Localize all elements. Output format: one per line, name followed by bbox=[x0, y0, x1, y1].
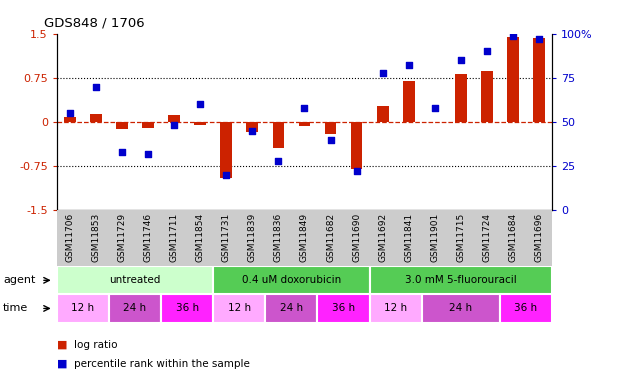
Bar bbox=[57, 294, 109, 322]
Bar bbox=[213, 266, 370, 294]
Point bbox=[482, 48, 492, 54]
Bar bbox=[455, 74, 467, 122]
Text: 24 h: 24 h bbox=[124, 303, 146, 313]
Point bbox=[143, 151, 153, 157]
Bar bbox=[377, 106, 389, 122]
Bar bbox=[422, 294, 500, 322]
Bar bbox=[481, 71, 493, 122]
Point bbox=[91, 84, 101, 90]
Bar bbox=[370, 266, 552, 294]
Bar bbox=[500, 294, 552, 322]
Text: GSM11836: GSM11836 bbox=[274, 213, 283, 262]
Text: 24 h: 24 h bbox=[280, 303, 303, 313]
Text: 0.4 uM doxorubicin: 0.4 uM doxorubicin bbox=[242, 275, 341, 285]
Text: GSM11839: GSM11839 bbox=[248, 213, 257, 262]
Bar bbox=[116, 122, 128, 129]
Text: GSM11849: GSM11849 bbox=[300, 213, 309, 262]
Bar bbox=[247, 122, 258, 132]
Text: GSM11692: GSM11692 bbox=[378, 213, 387, 262]
Text: ■: ■ bbox=[57, 359, 68, 369]
Text: 3.0 mM 5-fluorouracil: 3.0 mM 5-fluorouracil bbox=[405, 275, 517, 285]
Text: GSM11684: GSM11684 bbox=[509, 213, 517, 262]
Bar bbox=[403, 81, 415, 122]
Bar bbox=[168, 115, 180, 122]
Text: ■: ■ bbox=[57, 340, 68, 350]
Point bbox=[65, 110, 75, 116]
Text: GSM11711: GSM11711 bbox=[170, 213, 179, 262]
Text: 12 h: 12 h bbox=[71, 303, 95, 313]
Text: GSM11746: GSM11746 bbox=[143, 213, 153, 262]
Text: GSM11706: GSM11706 bbox=[66, 213, 74, 262]
Point bbox=[326, 136, 336, 142]
Text: 36 h: 36 h bbox=[175, 303, 199, 313]
Bar bbox=[142, 122, 154, 128]
Text: GSM11841: GSM11841 bbox=[404, 213, 413, 262]
Point bbox=[404, 63, 414, 69]
Bar bbox=[533, 39, 545, 122]
Text: 24 h: 24 h bbox=[449, 303, 473, 313]
Text: GSM11729: GSM11729 bbox=[117, 213, 126, 262]
Text: GDS848 / 1706: GDS848 / 1706 bbox=[44, 17, 144, 30]
Bar bbox=[325, 122, 336, 134]
Text: time: time bbox=[3, 303, 28, 313]
Text: GSM11854: GSM11854 bbox=[196, 213, 204, 262]
Text: 36 h: 36 h bbox=[332, 303, 355, 313]
Point bbox=[508, 33, 518, 39]
Point bbox=[273, 158, 283, 164]
Bar bbox=[57, 266, 213, 294]
Bar bbox=[351, 122, 362, 169]
Text: 36 h: 36 h bbox=[514, 303, 538, 313]
Text: GSM11715: GSM11715 bbox=[456, 213, 466, 262]
Bar bbox=[64, 117, 76, 122]
Point bbox=[169, 122, 179, 128]
Point bbox=[377, 69, 387, 75]
Point bbox=[221, 172, 232, 178]
Point bbox=[247, 128, 257, 134]
Bar bbox=[161, 294, 213, 322]
Bar bbox=[507, 37, 519, 122]
Bar bbox=[273, 122, 284, 148]
Text: agent: agent bbox=[3, 275, 35, 285]
Point bbox=[534, 36, 544, 42]
Bar bbox=[266, 294, 317, 322]
Point bbox=[430, 105, 440, 111]
Text: untreated: untreated bbox=[109, 275, 161, 285]
Text: GSM11690: GSM11690 bbox=[352, 213, 361, 262]
Text: GSM11682: GSM11682 bbox=[326, 213, 335, 262]
Text: GSM11731: GSM11731 bbox=[221, 213, 231, 262]
Point bbox=[456, 57, 466, 63]
Text: percentile rank within the sample: percentile rank within the sample bbox=[74, 359, 251, 369]
Bar bbox=[317, 294, 370, 322]
Bar bbox=[298, 122, 310, 126]
Bar bbox=[220, 122, 232, 178]
Text: log ratio: log ratio bbox=[74, 340, 118, 350]
Point bbox=[195, 101, 205, 107]
Text: GSM11696: GSM11696 bbox=[534, 213, 543, 262]
Bar bbox=[194, 122, 206, 125]
Bar bbox=[370, 294, 422, 322]
Point bbox=[117, 149, 127, 155]
Point bbox=[351, 168, 362, 174]
Point bbox=[299, 105, 309, 111]
Text: GSM11724: GSM11724 bbox=[483, 213, 492, 262]
Text: GSM11853: GSM11853 bbox=[91, 213, 100, 262]
Bar bbox=[90, 114, 102, 122]
Bar bbox=[109, 294, 161, 322]
Text: 12 h: 12 h bbox=[228, 303, 251, 313]
Text: GSM11901: GSM11901 bbox=[430, 213, 439, 262]
Text: 12 h: 12 h bbox=[384, 303, 407, 313]
Bar bbox=[213, 294, 266, 322]
